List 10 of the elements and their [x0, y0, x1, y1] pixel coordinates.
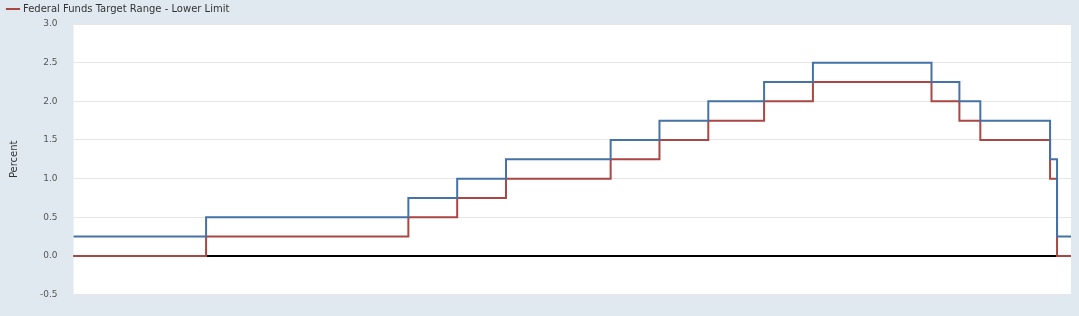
y-tick-label: 0.0 — [43, 250, 58, 261]
y-tick-label: 1.5 — [43, 134, 58, 145]
y-axis-title: Percent — [7, 140, 19, 179]
legend-label: Federal Funds Target Range - Lower Limit — [23, 2, 230, 14]
y-tick-label: 3.0 — [43, 18, 58, 29]
y-tick-label: -0.5 — [40, 288, 58, 299]
y-tick-label: 2.5 — [43, 57, 58, 67]
y-tick-label: 0.5 — [43, 211, 58, 222]
y-tick-label: 1.0 — [43, 172, 58, 183]
y-tick-label: 2.0 — [43, 95, 58, 106]
